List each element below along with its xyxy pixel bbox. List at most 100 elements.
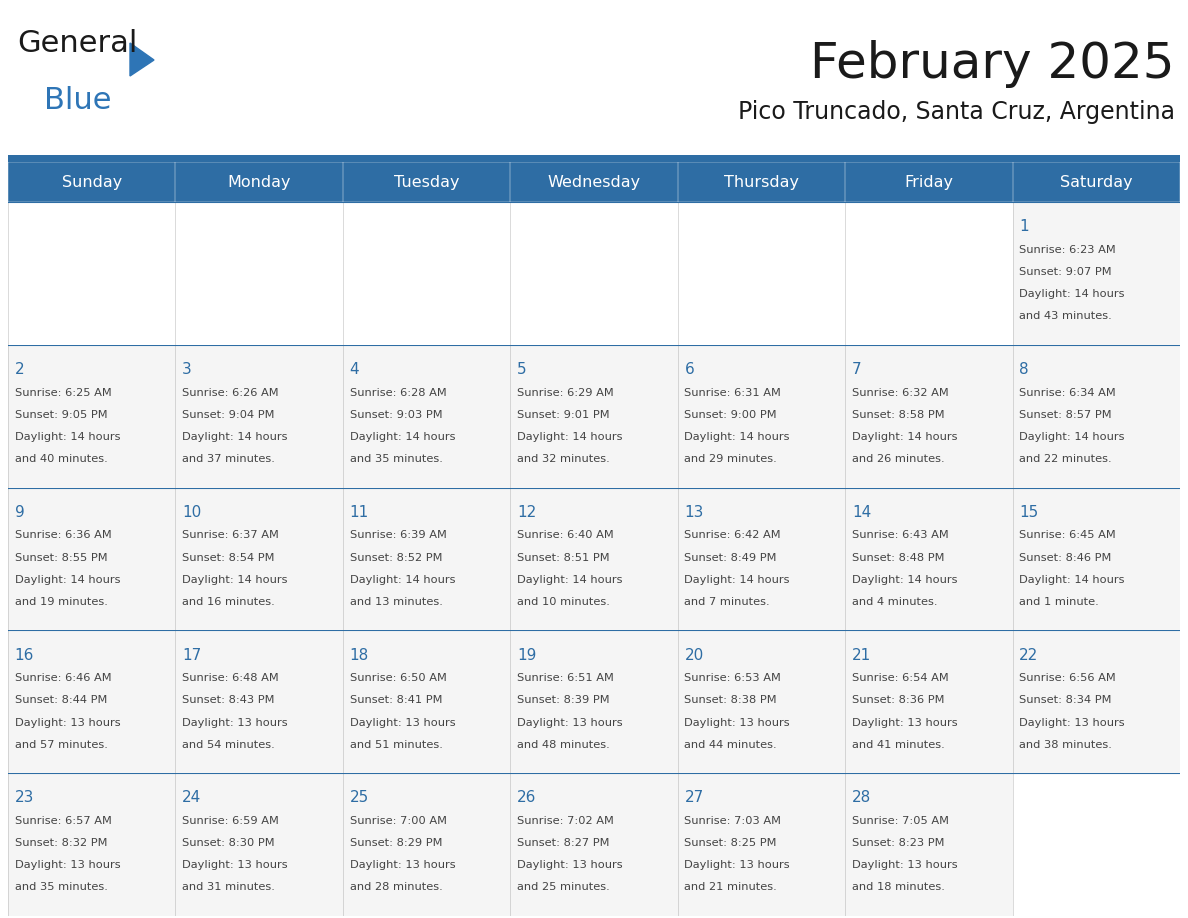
Text: 5: 5 — [517, 362, 526, 377]
Text: Sunrise: 6:39 AM: Sunrise: 6:39 AM — [349, 531, 447, 541]
Text: Sunset: 8:52 PM: Sunset: 8:52 PM — [349, 553, 442, 563]
Text: Sunrise: 6:37 AM: Sunrise: 6:37 AM — [182, 531, 279, 541]
Polygon shape — [129, 43, 154, 76]
Text: Sunrise: 7:02 AM: Sunrise: 7:02 AM — [517, 816, 614, 826]
Text: Daylight: 14 hours: Daylight: 14 hours — [182, 431, 287, 442]
Text: Sunrise: 6:43 AM: Sunrise: 6:43 AM — [852, 531, 948, 541]
Text: and 43 minutes.: and 43 minutes. — [1019, 311, 1112, 321]
Text: Wednesday: Wednesday — [548, 174, 640, 189]
Text: and 28 minutes.: and 28 minutes. — [349, 882, 442, 892]
Text: Sunset: 8:43 PM: Sunset: 8:43 PM — [182, 695, 274, 705]
Text: Daylight: 14 hours: Daylight: 14 hours — [1019, 431, 1125, 442]
Text: Sunset: 9:07 PM: Sunset: 9:07 PM — [1019, 267, 1112, 277]
Text: and 48 minutes.: and 48 minutes. — [517, 740, 609, 750]
Text: Sunset: 8:29 PM: Sunset: 8:29 PM — [349, 838, 442, 848]
Text: Sunset: 8:27 PM: Sunset: 8:27 PM — [517, 838, 609, 848]
Text: Sunset: 8:57 PM: Sunset: 8:57 PM — [1019, 409, 1112, 420]
Text: 8: 8 — [1019, 362, 1029, 377]
Text: 10: 10 — [182, 505, 202, 520]
Text: 28: 28 — [852, 790, 871, 805]
Text: and 44 minutes.: and 44 minutes. — [684, 740, 777, 750]
Text: Sunrise: 6:42 AM: Sunrise: 6:42 AM — [684, 531, 781, 541]
Text: February 2025: February 2025 — [810, 40, 1175, 88]
Text: 9: 9 — [14, 505, 25, 520]
Text: and 37 minutes.: and 37 minutes. — [182, 454, 274, 464]
Text: 17: 17 — [182, 647, 202, 663]
Text: Sunset: 8:32 PM: Sunset: 8:32 PM — [14, 838, 107, 848]
Text: Sunrise: 6:26 AM: Sunrise: 6:26 AM — [182, 387, 279, 397]
Text: 14: 14 — [852, 505, 871, 520]
Text: Sunrise: 6:56 AM: Sunrise: 6:56 AM — [1019, 673, 1116, 683]
Text: Sunset: 8:39 PM: Sunset: 8:39 PM — [517, 695, 609, 705]
Text: Sunset: 8:34 PM: Sunset: 8:34 PM — [1019, 695, 1112, 705]
Text: Daylight: 13 hours: Daylight: 13 hours — [349, 718, 455, 727]
Text: Sunrise: 6:25 AM: Sunrise: 6:25 AM — [14, 387, 112, 397]
Text: Blue: Blue — [44, 86, 112, 115]
Text: Daylight: 14 hours: Daylight: 14 hours — [1019, 289, 1125, 299]
Text: 21: 21 — [852, 647, 871, 663]
Text: and 29 minutes.: and 29 minutes. — [684, 454, 777, 464]
Text: 4: 4 — [349, 362, 359, 377]
Text: 16: 16 — [14, 647, 34, 663]
Text: 24: 24 — [182, 790, 202, 805]
Text: and 19 minutes.: and 19 minutes. — [14, 597, 108, 607]
Text: Sunrise: 6:57 AM: Sunrise: 6:57 AM — [14, 816, 112, 826]
Text: Sunrise: 6:59 AM: Sunrise: 6:59 AM — [182, 816, 279, 826]
Text: Daylight: 14 hours: Daylight: 14 hours — [517, 575, 623, 585]
Text: Daylight: 14 hours: Daylight: 14 hours — [1019, 575, 1125, 585]
Text: 27: 27 — [684, 790, 703, 805]
Text: and 25 minutes.: and 25 minutes. — [517, 882, 609, 892]
Text: Sunrise: 6:31 AM: Sunrise: 6:31 AM — [684, 387, 782, 397]
Text: General: General — [17, 29, 138, 58]
Text: Sunrise: 7:00 AM: Sunrise: 7:00 AM — [349, 816, 447, 826]
Text: Sunrise: 7:05 AM: Sunrise: 7:05 AM — [852, 816, 949, 826]
Text: Daylight: 14 hours: Daylight: 14 hours — [14, 431, 120, 442]
Text: Sunrise: 6:51 AM: Sunrise: 6:51 AM — [517, 673, 614, 683]
Text: Daylight: 13 hours: Daylight: 13 hours — [684, 860, 790, 870]
Text: 18: 18 — [349, 647, 368, 663]
Text: Sunrise: 6:48 AM: Sunrise: 6:48 AM — [182, 673, 279, 683]
Text: Daylight: 14 hours: Daylight: 14 hours — [14, 575, 120, 585]
Text: and 26 minutes.: and 26 minutes. — [852, 454, 944, 464]
Text: 1: 1 — [1019, 219, 1029, 234]
Text: Sunset: 8:23 PM: Sunset: 8:23 PM — [852, 838, 944, 848]
Text: Sunset: 9:04 PM: Sunset: 9:04 PM — [182, 409, 274, 420]
Text: and 21 minutes.: and 21 minutes. — [684, 882, 777, 892]
Text: Daylight: 13 hours: Daylight: 13 hours — [14, 860, 120, 870]
Text: Sunrise: 6:36 AM: Sunrise: 6:36 AM — [14, 531, 112, 541]
Text: Sunrise: 6:54 AM: Sunrise: 6:54 AM — [852, 673, 948, 683]
Text: Sunrise: 6:46 AM: Sunrise: 6:46 AM — [14, 673, 112, 683]
Text: and 35 minutes.: and 35 minutes. — [349, 454, 442, 464]
Text: and 40 minutes.: and 40 minutes. — [14, 454, 107, 464]
Text: 23: 23 — [14, 790, 34, 805]
Text: 20: 20 — [684, 647, 703, 663]
Text: Sunday: Sunday — [62, 174, 122, 189]
Text: Sunset: 8:44 PM: Sunset: 8:44 PM — [14, 695, 107, 705]
Text: and 32 minutes.: and 32 minutes. — [517, 454, 609, 464]
Text: Sunset: 8:38 PM: Sunset: 8:38 PM — [684, 695, 777, 705]
Text: and 10 minutes.: and 10 minutes. — [517, 597, 609, 607]
Text: Daylight: 13 hours: Daylight: 13 hours — [517, 860, 623, 870]
Text: Sunset: 8:30 PM: Sunset: 8:30 PM — [182, 838, 274, 848]
Text: and 7 minutes.: and 7 minutes. — [684, 597, 770, 607]
Text: and 54 minutes.: and 54 minutes. — [182, 740, 274, 750]
Text: Sunrise: 6:34 AM: Sunrise: 6:34 AM — [1019, 387, 1116, 397]
Text: Daylight: 13 hours: Daylight: 13 hours — [349, 860, 455, 870]
Text: Daylight: 14 hours: Daylight: 14 hours — [349, 431, 455, 442]
Text: 2: 2 — [14, 362, 24, 377]
Text: Daylight: 13 hours: Daylight: 13 hours — [1019, 718, 1125, 727]
Text: and 16 minutes.: and 16 minutes. — [182, 597, 274, 607]
Text: Tuesday: Tuesday — [393, 174, 460, 189]
Text: and 31 minutes.: and 31 minutes. — [182, 882, 274, 892]
Text: and 1 minute.: and 1 minute. — [1019, 597, 1099, 607]
Text: Sunset: 8:51 PM: Sunset: 8:51 PM — [517, 553, 609, 563]
Text: Daylight: 14 hours: Daylight: 14 hours — [852, 431, 958, 442]
Text: Sunrise: 6:45 AM: Sunrise: 6:45 AM — [1019, 531, 1116, 541]
Text: and 35 minutes.: and 35 minutes. — [14, 882, 108, 892]
Text: Daylight: 13 hours: Daylight: 13 hours — [517, 718, 623, 727]
Text: 22: 22 — [1019, 647, 1038, 663]
Text: Thursday: Thursday — [723, 174, 798, 189]
Text: Daylight: 14 hours: Daylight: 14 hours — [684, 575, 790, 585]
Text: Daylight: 14 hours: Daylight: 14 hours — [684, 431, 790, 442]
Text: Sunset: 9:05 PM: Sunset: 9:05 PM — [14, 409, 107, 420]
